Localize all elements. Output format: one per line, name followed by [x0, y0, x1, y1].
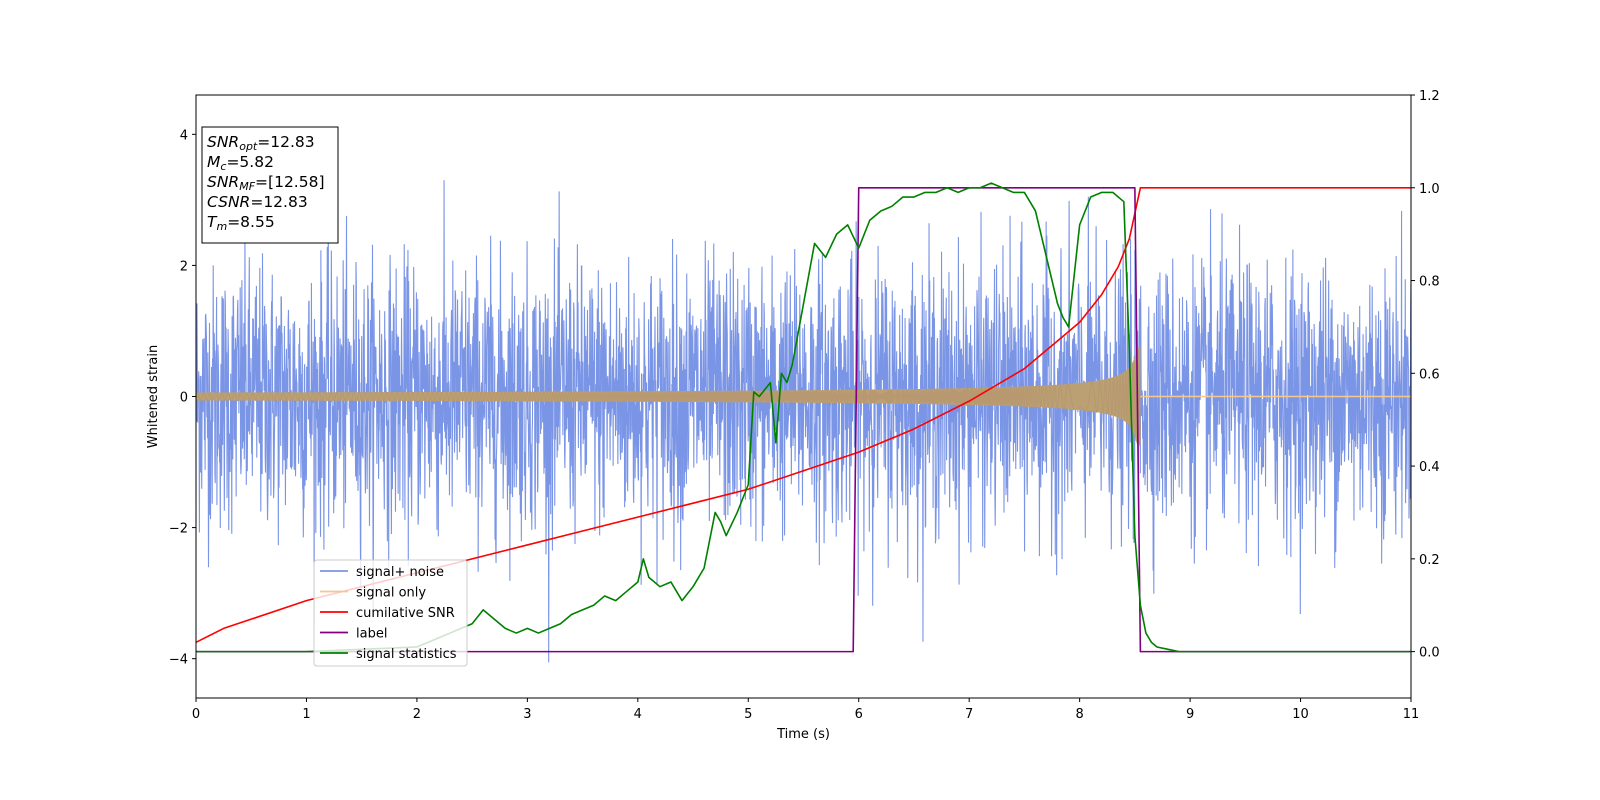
- legend-entry: label: [356, 627, 387, 642]
- info-line-value: =8.55: [227, 213, 275, 231]
- info-line: Mc=5.82: [207, 153, 274, 173]
- y-tick-label-right: 0.4: [1419, 460, 1440, 475]
- legend: signal+ noise signal only cumilative SNR la…: [313, 559, 468, 667]
- x-tick-label: 3: [523, 707, 531, 722]
- y-tick-label-right: 1.0: [1419, 182, 1440, 197]
- y-tick-label-right: 0.6: [1419, 367, 1440, 382]
- info-line-subscript: m: [216, 220, 227, 233]
- info-line-name: SNR: [207, 173, 239, 191]
- y-tick-label-right: 1.2: [1419, 89, 1440, 104]
- x-tick-label: 11: [1403, 707, 1420, 722]
- legend-entry: cumilative SNR: [356, 606, 455, 621]
- y-tick-label-right: 0.0: [1419, 646, 1440, 661]
- info-line-subscript: opt: [239, 140, 258, 153]
- y-tick-label-left: 2: [180, 259, 188, 274]
- x-tick-label: 0: [192, 707, 200, 722]
- y-tick-label-left: −4: [169, 653, 188, 668]
- legend-frame: [313, 559, 468, 667]
- x-tick-label: 4: [634, 707, 642, 722]
- legend-entry: signal statistics: [356, 647, 457, 662]
- legend-entry: signal only: [356, 586, 426, 601]
- x-tick-label: 10: [1292, 707, 1309, 722]
- x-tick-label: 6: [855, 707, 863, 722]
- x-tick-label: 5: [744, 707, 752, 722]
- info-box-frame: [201, 126, 339, 244]
- info-line: Tm=8.55: [207, 213, 275, 233]
- info-line-name: T: [207, 213, 218, 231]
- x-tick-label: 8: [1075, 707, 1083, 722]
- x-tick-label: 2: [413, 707, 421, 722]
- y-tick-label-left: 4: [180, 128, 188, 143]
- series-signal-statistics: [196, 182, 1411, 653]
- y-tick-label-left: −2: [169, 522, 188, 537]
- legend-entry: signal+ noise: [356, 565, 444, 580]
- info-line-name: M: [207, 153, 220, 171]
- info-line-name: CSNR: [207, 193, 250, 211]
- x-tick-label: 1: [302, 707, 310, 722]
- info-box: SNRopt=12.83Mc=5.82SNRMF=[12.58]CSNR=12.…: [201, 126, 339, 244]
- x-tick-label: 7: [965, 707, 973, 722]
- info-line-subscript: c: [220, 160, 226, 173]
- y-tick-label-right: 0.8: [1419, 275, 1440, 290]
- info-line: CSNR=12.83: [207, 193, 308, 211]
- x-axis-label: Time (s): [776, 727, 830, 742]
- series-signal-noise: [196, 180, 1411, 663]
- y-tick-label-right: 0.2: [1419, 553, 1440, 568]
- info-line-value: =[12.58]: [255, 173, 324, 191]
- info-line-value: =12.83: [250, 193, 307, 211]
- x-tick-label: 9: [1186, 707, 1194, 722]
- ticks: 0 1 2 3 4 5 6 7 8 9 10 11 −4 −2 0 2 4 0.0 0.2 0.4 0.6 0.8 1.0 1…: [169, 89, 1440, 722]
- info-line-name: SNR: [207, 133, 239, 151]
- info-line-value: =5.82: [226, 153, 274, 171]
- info-line-subscript: MF: [239, 180, 255, 193]
- plot-area: [196, 180, 1411, 663]
- info-line-value: =12.83: [257, 133, 314, 151]
- y-tick-label-left: 0: [180, 391, 188, 406]
- info-line: SNRMF=[12.58]: [207, 173, 325, 193]
- y-axis-label: Whitened strain: [146, 345, 161, 448]
- info-line: SNRopt=12.83: [207, 133, 315, 153]
- series-signal-only: [196, 349, 1141, 444]
